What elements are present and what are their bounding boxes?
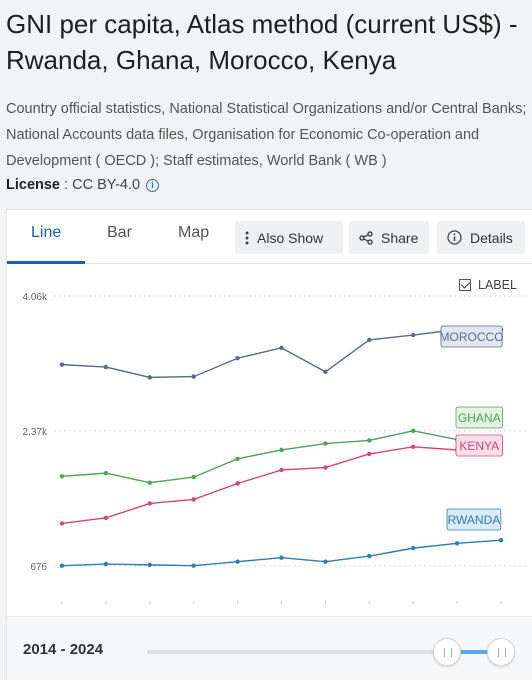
series-line — [61, 328, 501, 379]
data-point — [59, 474, 65, 479]
series-line — [61, 539, 502, 567]
data-point — [147, 375, 152, 380]
label-toggle-text: LABEL — [478, 278, 517, 292]
data-point — [235, 481, 240, 486]
y-tick-label: 2.37k — [23, 427, 48, 438]
source-text: Country official statistics, National St… — [6, 101, 527, 169]
data-point — [367, 553, 372, 559]
license-label: License — [6, 177, 60, 193]
data-point — [103, 364, 109, 370]
series-label: MOROCCO — [440, 330, 504, 344]
label-checkbox[interactable] — [459, 279, 471, 291]
data-point — [103, 561, 109, 567]
data-point — [59, 563, 65, 568]
series-line — [61, 446, 458, 525]
data-point — [103, 470, 109, 476]
details-button[interactable]: Details — [437, 221, 525, 254]
data-point — [147, 480, 152, 485]
data-point — [454, 541, 460, 546]
license-value: CC BY-4.0 — [72, 177, 141, 193]
data-point — [411, 332, 416, 338]
data-point — [103, 515, 109, 521]
data-point — [279, 345, 284, 351]
page-title: GNI per capita, Atlas method (current US… — [6, 9, 518, 75]
tab-map[interactable]: Map — [178, 224, 210, 241]
line-chart: 676 2.37k 4.06k MOROCCO GHANA KENYA RWANDA — [23, 292, 527, 604]
series-label-box — [455, 434, 503, 457]
time-range-footer: 2014 - 2024 — [7, 616, 532, 680]
series-line — [61, 430, 458, 484]
range-start: 2014 — [23, 641, 57, 658]
data-point — [191, 497, 196, 502]
range-end-handle[interactable] — [487, 638, 515, 666]
more-vertical-icon — [245, 231, 249, 244]
series-label: GHANA — [458, 411, 501, 425]
range-track-fill — [447, 650, 501, 654]
series-label-box — [440, 325, 503, 348]
data-point — [59, 362, 65, 367]
data-point — [323, 369, 328, 374]
label-toggle[interactable]: LABEL — [459, 278, 517, 292]
series-label: KENYA — [459, 439, 499, 453]
data-point — [323, 559, 328, 564]
also-show-label: Also Show — [257, 229, 324, 246]
share-button[interactable]: Share — [349, 221, 429, 254]
details-label: Details — [470, 229, 513, 246]
data-point — [323, 465, 328, 470]
data-point — [147, 501, 152, 506]
license-separator: : — [60, 177, 73, 193]
series-label-box — [446, 508, 502, 531]
data-point — [147, 562, 152, 568]
view-tabs: Line Bar Map Also Show Share Details — [7, 210, 532, 264]
data-point — [498, 537, 504, 543]
data-point — [59, 521, 65, 526]
info-icon[interactable]: i — [146, 179, 160, 192]
data-point — [279, 467, 284, 473]
chart-card: Line Bar Map Also Show Share Details LAB… — [6, 209, 532, 680]
data-point — [279, 447, 284, 453]
data-point — [411, 444, 416, 449]
data-point — [367, 451, 372, 457]
data-point — [367, 438, 372, 443]
data-point — [191, 374, 196, 379]
data-point — [411, 545, 416, 551]
also-show-button[interactable]: Also Show — [235, 221, 343, 254]
data-point — [235, 356, 240, 361]
data-point — [235, 559, 240, 564]
range-track[interactable] — [147, 650, 503, 654]
data-point — [411, 428, 416, 434]
range-separator: - — [56, 641, 70, 658]
data-point — [279, 555, 284, 560]
series-label-box — [455, 406, 503, 429]
data-point — [235, 456, 240, 461]
active-tab-indicator — [7, 261, 85, 264]
data-point — [191, 474, 196, 480]
share-label: Share — [381, 229, 419, 246]
data-point — [323, 441, 328, 446]
tab-line[interactable]: Line — [31, 224, 62, 241]
data-point — [367, 337, 372, 343]
license-line: License : CC BY-4.0 i — [6, 174, 160, 196]
tab-bar[interactable]: Bar — [107, 224, 132, 241]
info-circle-icon — [447, 230, 462, 245]
share-icon — [359, 230, 373, 245]
y-tick-label: 676 — [30, 562, 47, 573]
y-tick-label: 4.06k — [23, 292, 48, 303]
range-start-handle[interactable] — [433, 638, 461, 666]
range-label: 2014 - 2024 — [23, 641, 103, 658]
series-label: RWANDA — [448, 513, 501, 527]
data-point — [191, 563, 196, 568]
range-end: 2024 — [69, 641, 104, 658]
